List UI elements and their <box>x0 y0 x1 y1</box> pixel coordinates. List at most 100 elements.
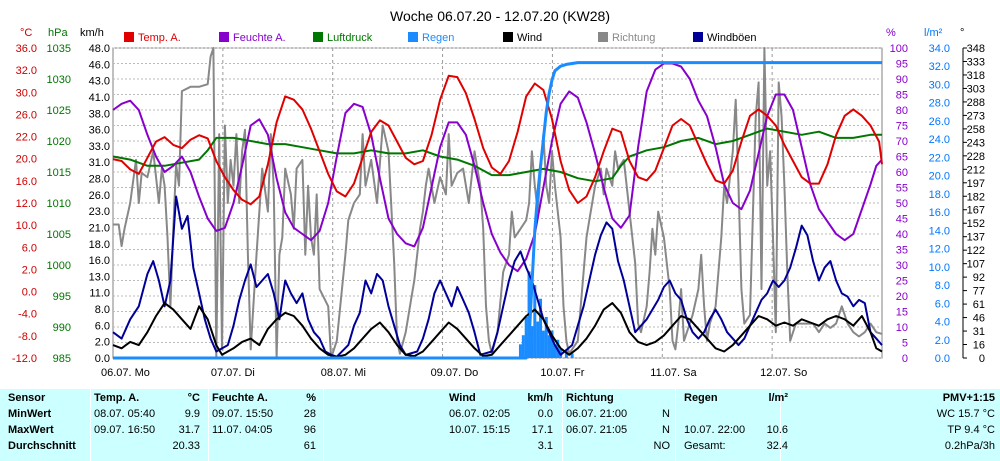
humidity-axis-tick: 15 <box>896 307 908 319</box>
panel-separator <box>675 389 676 461</box>
humidity-time: 11.07. 04:05 <box>212 424 273 436</box>
sensor-header: Sensor <box>8 392 46 404</box>
rain-axis-tick: 26.0 <box>929 116 950 128</box>
humidity-axis-tick: 85 <box>896 90 908 102</box>
direction-header: Richtung <box>566 392 614 404</box>
direction-axis-tick: 92 <box>973 272 985 284</box>
wind-axis-tick: 18.0 <box>89 239 110 251</box>
humidity-axis-tick: 95 <box>896 59 908 71</box>
wind-value: 17.1 <box>531 424 553 436</box>
pmv-row: 0.2hPa/3h <box>944 440 995 452</box>
wind-axis-tick: 33.0 <box>89 141 110 153</box>
wind-time: 06.07. 02:05 <box>449 408 511 420</box>
legend-label: Temp. A. <box>138 32 181 44</box>
direction-axis-tick: 0 <box>979 353 985 365</box>
rain-axis-tick: 24.0 <box>929 134 950 146</box>
wind-axis-tick: 11.0 <box>89 288 110 300</box>
panel-separator <box>208 389 209 461</box>
rain-bar <box>544 316 548 358</box>
direction-axis-tick: 212 <box>967 164 985 176</box>
humidity-value: 96 <box>303 424 316 436</box>
temperature-line <box>112 74 883 206</box>
legend-label: Feuchte A. <box>233 32 286 44</box>
legend-label: Richtung <box>612 32 655 44</box>
legend-swatch <box>503 32 513 42</box>
rain-axis-tick: 2.0 <box>935 335 950 347</box>
rain-bar <box>533 285 537 358</box>
rain-value: 32.4 <box>766 440 788 452</box>
humidity-axis-tick: 10 <box>896 322 908 334</box>
temp-value: 9.9 <box>184 408 200 420</box>
humidity-axis-tick: 80 <box>896 105 908 117</box>
rain-unit: l/m² <box>768 392 788 404</box>
gusts-line <box>112 195 883 358</box>
humidity-axis-tick: 100 <box>890 43 908 55</box>
temp-axis-tick: 12.0 <box>16 198 37 210</box>
day-label: 07.07. Di <box>211 367 255 379</box>
rain-bar <box>518 344 522 358</box>
legend-label: Luftdruck <box>327 32 373 44</box>
pressure-axis-tick: 1035 <box>47 43 71 55</box>
day-label: 09.07. Do <box>431 367 479 379</box>
legend-label: Wind <box>517 32 542 44</box>
rain-axis-tick: 18.0 <box>929 189 950 201</box>
wind-axis-tick: 21.0 <box>89 222 110 234</box>
panel-separator <box>90 389 91 461</box>
wind-axis-tick: 46.0 <box>89 59 110 71</box>
humidity-axis-tick: 75 <box>896 121 908 133</box>
temp-axis-tick: 36.0 <box>16 43 37 55</box>
rain-unit-label: l/m² <box>924 27 943 39</box>
rain-time: Gesamt: <box>684 440 726 452</box>
sensor-row-label: MaxWert <box>8 424 54 436</box>
chart-title: Woche 06.07.20 - 12.07.20 (KW28) <box>390 8 610 24</box>
temp-axis-tick: 0.0 <box>22 287 37 299</box>
rain-axis-tick: 32.0 <box>929 61 950 73</box>
temp-axis-tick: 2.0 <box>22 264 37 276</box>
direction-axis-tick: 243 <box>967 137 985 149</box>
rain-bar <box>524 316 528 358</box>
rain-axis-tick: 8.0 <box>935 280 950 292</box>
wind-time: 10.07. 15:15 <box>449 424 511 436</box>
rain-time: 10.07. 22:00 <box>684 424 746 436</box>
humidity-axis-tick: 30 <box>896 260 908 272</box>
direction-axis-tick: 16 <box>973 340 985 352</box>
direction-axis-tick: 167 <box>967 205 985 217</box>
rain-axis-tick: 34.0 <box>929 43 950 55</box>
direction-axis-tick: 303 <box>967 83 985 95</box>
temp-axis-tick: -8.0 <box>18 331 37 343</box>
wind-axis-tick: 48.0 <box>89 43 110 55</box>
pmv-header: PMV+1:15 <box>942 392 995 404</box>
direction-axis-tick: 31 <box>973 326 985 338</box>
rain-total-line <box>113 61 882 360</box>
pressure-axis-tick: 1025 <box>47 105 71 117</box>
panel-separator <box>562 389 563 461</box>
humidity-axis-tick: 90 <box>896 74 908 86</box>
rain-axis-tick: 14.0 <box>929 225 950 237</box>
rain-bar <box>521 335 525 358</box>
legend-swatch <box>693 32 703 42</box>
pressure-axis-tick: 1020 <box>47 136 71 148</box>
wind-axis-tick: 36.0 <box>89 125 110 137</box>
temp-value: 20.33 <box>172 440 200 452</box>
rain-header: Regen <box>684 392 718 404</box>
direction-value: N <box>662 408 670 420</box>
pressure-axis-tick: 990 <box>53 322 71 334</box>
wind-axis-tick: 26.0 <box>89 190 110 202</box>
wind-value: 0.0 <box>537 408 553 420</box>
direction-value: N <box>662 424 670 436</box>
direction-axis-tick: 77 <box>973 286 985 298</box>
legend: Temp. A. Feuchte A. Luftdruck Regen Wind Rich… <box>124 32 757 44</box>
direction-value: NO <box>653 440 671 452</box>
rain-axis-tick: 0.0 <box>935 353 950 365</box>
wind-axis-tick: 16.0 <box>89 255 110 267</box>
direction-axis-tick: 273 <box>967 110 985 122</box>
day-label: 11.07. Sa <box>650 367 697 379</box>
humidity-axis-tick: 20 <box>896 291 908 303</box>
sensor-row-label: MinWert <box>8 408 52 420</box>
rain-bar <box>536 321 540 358</box>
humidity-header: Feuchte A. <box>212 392 268 404</box>
wind-axis-tick: 43.0 <box>89 76 110 88</box>
pressure-line <box>112 127 882 183</box>
humidity-axis-tick: 70 <box>896 136 908 148</box>
wind-unit-label: km/h <box>80 27 104 39</box>
